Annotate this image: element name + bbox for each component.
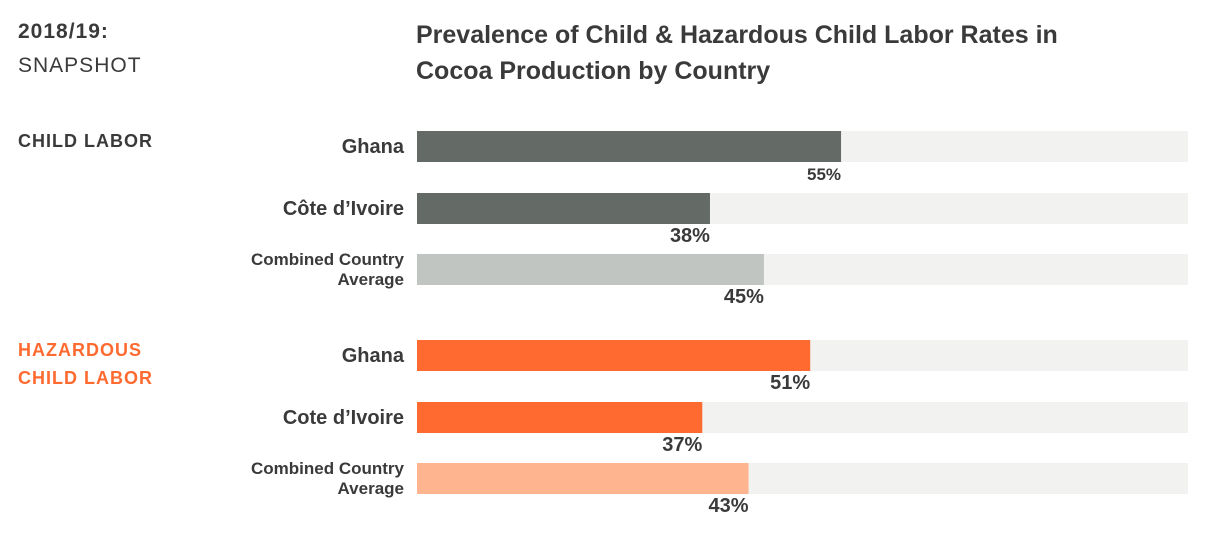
year-label: 2018/19:	[18, 20, 109, 43]
category-label: Cote d’Ivoire	[282, 406, 404, 429]
category-label: Côte d’Ivoire	[282, 197, 404, 220]
value-label: 43%	[708, 495, 748, 517]
value-label: 38%	[670, 225, 710, 247]
category-label: Combined Country Average	[251, 458, 404, 498]
section-title: HAZARDOUS CHILD LABOR	[18, 340, 153, 388]
bar	[417, 254, 764, 285]
section-title: CHILD LABOR	[18, 131, 153, 151]
bar	[417, 131, 842, 162]
value-label: 45%	[724, 286, 764, 308]
category-label: Ghana	[341, 344, 404, 367]
chart-title: Prevalence of Child & Hazardous Child La…	[416, 21, 1058, 85]
bar	[417, 193, 710, 224]
value-label: 51%	[770, 372, 810, 394]
bar	[417, 402, 703, 433]
category-label: Combined Country Average	[251, 249, 404, 289]
category-label: Ghana	[341, 135, 404, 158]
value-label: 37%	[662, 434, 702, 456]
value-label: 55%	[807, 165, 841, 184]
bar	[417, 463, 749, 494]
bar	[417, 340, 811, 371]
snapshot-label: SNAPSHOT	[18, 54, 142, 77]
